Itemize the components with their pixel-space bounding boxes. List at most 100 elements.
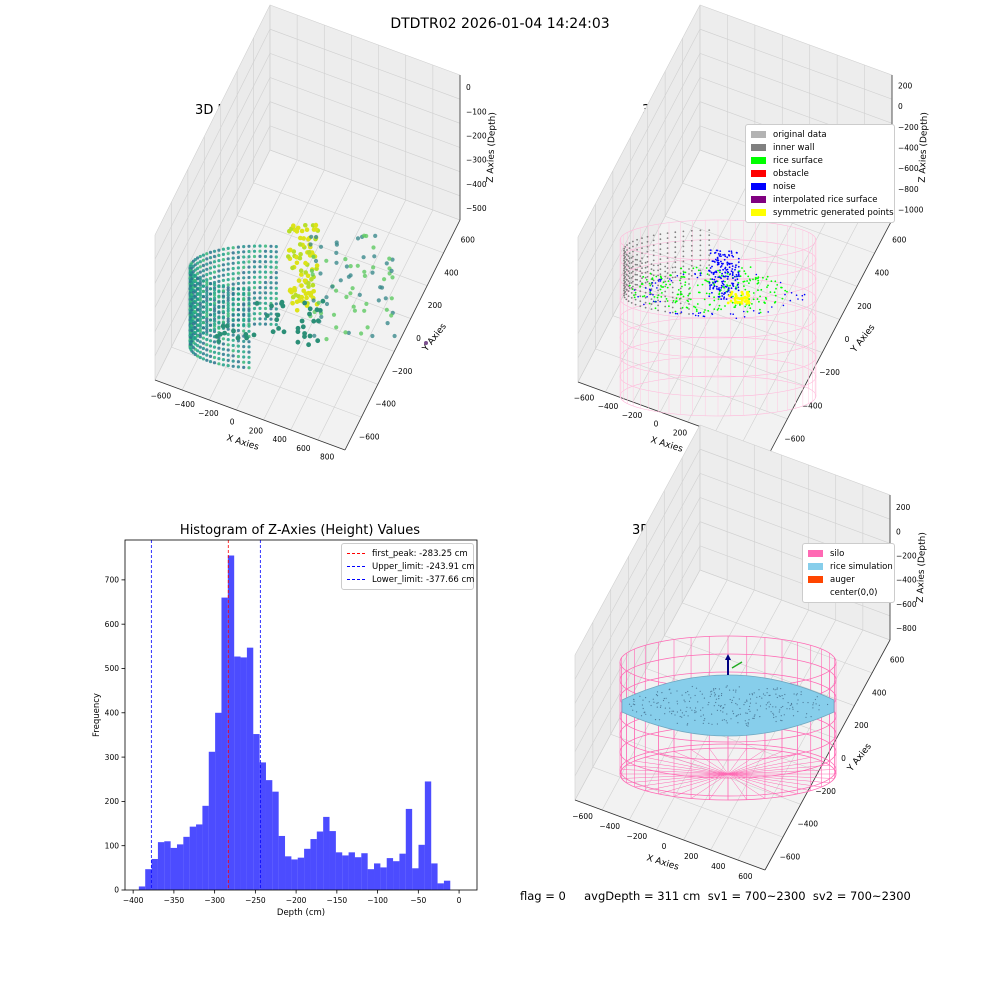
mesh-point [695, 687, 698, 689]
noise-point [736, 275, 738, 278]
histogram-bar [310, 839, 317, 890]
raw-point [193, 336, 197, 340]
silo-floor-rib [658, 773, 729, 795]
symmetric-point [736, 296, 740, 300]
wall-point [625, 298, 628, 301]
mesh-point [726, 685, 728, 687]
wall-point [624, 271, 627, 273]
rice-surface-point [709, 278, 712, 280]
mesh-point [680, 709, 682, 711]
rice-surface-point [713, 296, 715, 299]
wall-point [679, 287, 682, 290]
mesh-point [766, 688, 768, 690]
x-tick-label: 0 [662, 842, 667, 851]
rice-surface-point [786, 290, 788, 293]
mesh-point [723, 719, 725, 721]
mesh-point [748, 708, 750, 711]
wall-point [652, 249, 655, 252]
raw-point [242, 307, 246, 311]
raw-point [226, 257, 230, 261]
raw-data-3d-plot: −600−400−2000200400600800−600−400−200020… [151, 4, 498, 462]
raw-point [295, 339, 301, 345]
mesh-point [653, 701, 655, 703]
raw-point [258, 270, 262, 274]
noise-point [719, 253, 722, 256]
histogram-bar [183, 836, 190, 890]
mesh-point [731, 699, 733, 702]
mesh-point [694, 710, 696, 712]
wall-point [659, 243, 662, 246]
x-tick-label: −600 [574, 393, 595, 402]
raw-point [292, 286, 297, 291]
wall-point [688, 313, 690, 315]
mesh-point [735, 689, 737, 691]
mesh-point [784, 693, 786, 696]
noise-point [659, 280, 662, 282]
raw-point [281, 329, 287, 335]
noise-point [699, 312, 702, 314]
raw-point [242, 339, 246, 343]
simulation-legend: silo rice simulation auger center(0,0) [802, 543, 895, 603]
z-tick-label: −400 [896, 576, 917, 585]
raw-point [226, 343, 230, 347]
raw-point [290, 300, 295, 306]
raw-point [196, 334, 200, 338]
wall-point [652, 264, 655, 267]
raw-point [212, 270, 217, 274]
rice-surface-point [735, 286, 737, 289]
raw-point [217, 300, 221, 304]
z-tick-label: −500 [466, 204, 487, 213]
raw-point [221, 278, 225, 282]
wall-point [632, 285, 634, 288]
mesh-point [658, 719, 661, 721]
noise-point [730, 296, 733, 298]
raw-point [318, 244, 324, 249]
raw-point [348, 291, 353, 296]
mesh-point [792, 715, 795, 717]
mesh-point [659, 706, 662, 709]
noise-point [728, 250, 730, 253]
mesh-point [812, 702, 815, 704]
wall-point [634, 303, 637, 306]
wall-point [626, 244, 628, 246]
mesh-point [738, 686, 740, 688]
rice-surface-point [706, 280, 709, 283]
raw-point [252, 317, 257, 321]
raw-point [252, 306, 257, 311]
mesh-point [781, 695, 783, 697]
noise-point [737, 271, 740, 274]
grid-line [574, 424, 891, 656]
raw-point [247, 281, 251, 285]
raw-point [221, 315, 225, 319]
noise-point [646, 296, 648, 298]
rice-surface-point [696, 284, 699, 287]
raw-point [226, 301, 230, 305]
raw-point [198, 275, 202, 279]
raw-point [298, 268, 304, 274]
wall-point [626, 289, 628, 291]
wall-point [623, 257, 626, 260]
noise-point [743, 316, 746, 318]
legend-entry: obstacle [751, 167, 889, 180]
raw-point [221, 347, 225, 351]
raw-point [231, 303, 235, 307]
rice-surface-point [717, 307, 720, 310]
legend-entry: first_peak: -283.25 cm [347, 547, 468, 560]
wall-point [671, 296, 674, 299]
wall-point [671, 301, 674, 304]
noise-point [708, 281, 711, 284]
raw-point [258, 260, 262, 264]
noise-point [712, 286, 715, 289]
mesh-point [711, 713, 713, 715]
raw-point [212, 312, 217, 316]
legend-entry: auger [808, 573, 889, 586]
raw-point [212, 265, 217, 269]
noise-point [722, 254, 724, 256]
silo-floor [619, 747, 837, 801]
wall-point [639, 270, 642, 273]
wall-point [646, 235, 649, 238]
mesh-point [721, 719, 724, 721]
raw-point [252, 312, 257, 316]
wall-point [652, 274, 655, 277]
noise-point [732, 255, 735, 258]
